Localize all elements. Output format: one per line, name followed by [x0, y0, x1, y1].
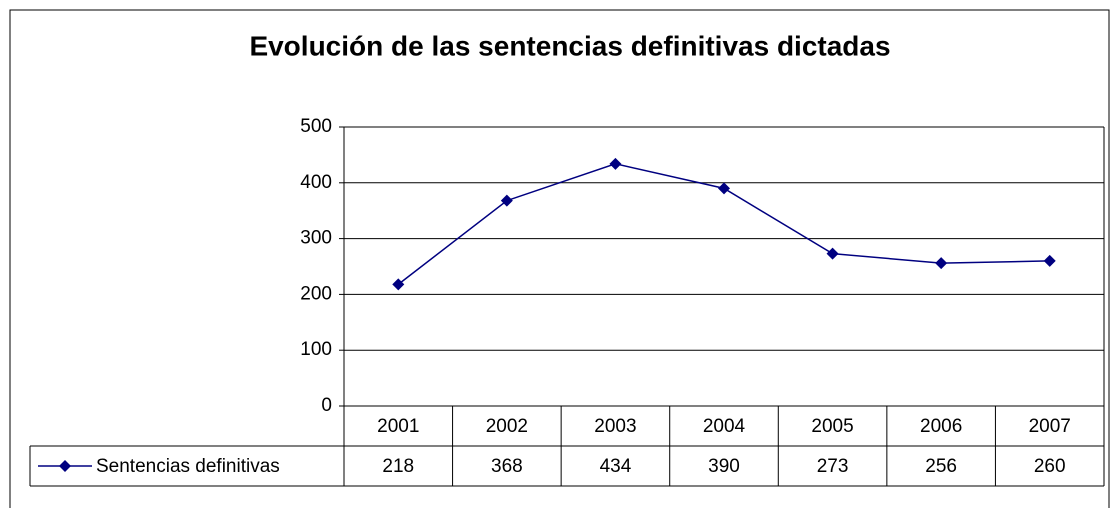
marker: [500, 194, 513, 207]
y-tick-label: 500: [300, 116, 332, 137]
table-value: 218: [382, 456, 414, 477]
legend-marker: [59, 460, 71, 472]
marker: [609, 157, 622, 170]
y-tick-label: 0: [321, 395, 332, 416]
table-value: 390: [708, 456, 740, 477]
x-tick-label: 2007: [1029, 416, 1071, 437]
table-value: 260: [1034, 456, 1066, 477]
table-value: 273: [817, 456, 849, 477]
chart-title: Evolución de las sentencias definitivas …: [249, 30, 890, 61]
chart-frame: [9, 9, 1110, 508]
y-tick-label: 300: [300, 228, 332, 249]
x-tick-label: 2004: [703, 416, 746, 437]
x-tick-label: 2005: [811, 416, 853, 437]
y-tick-label: 100: [300, 339, 332, 360]
table-value: 434: [600, 456, 632, 477]
line-series: [397, 163, 1050, 285]
marker: [826, 247, 839, 260]
x-tick-label: 2006: [920, 416, 962, 437]
marker: [935, 257, 948, 270]
marker: [1043, 254, 1056, 267]
y-tick-label: 200: [300, 283, 332, 304]
x-tick-label: 2003: [594, 416, 636, 437]
marker: [392, 278, 405, 291]
y-tick-label: 400: [300, 172, 332, 193]
table-value: 368: [491, 456, 523, 477]
legend-label: Sentencias definitivas: [96, 456, 280, 477]
x-tick-label: 2001: [377, 416, 419, 437]
table-value: 256: [925, 456, 957, 477]
marker: [718, 182, 730, 195]
x-tick-label: 2002: [486, 416, 528, 437]
